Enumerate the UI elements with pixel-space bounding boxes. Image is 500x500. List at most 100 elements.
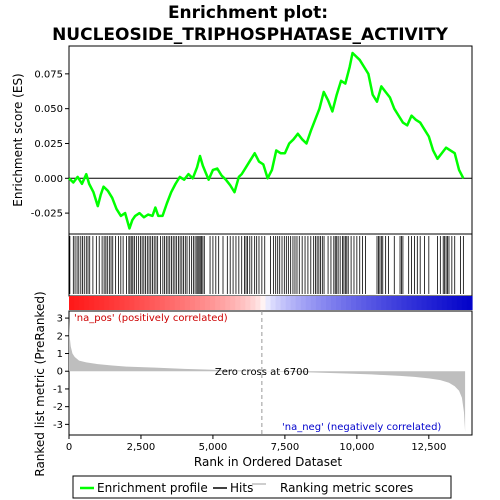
neg-correlated-label: 'na_neg' (negatively correlated) xyxy=(282,422,441,433)
rank-color-cell xyxy=(456,296,463,310)
rank-color-cell xyxy=(255,296,262,310)
legend-frame xyxy=(72,475,452,499)
rank-color-cell xyxy=(466,296,473,310)
rank-color-cell xyxy=(164,296,171,310)
rank-color-cell xyxy=(305,296,312,310)
rank-ytick-label: 1 xyxy=(57,349,63,360)
rank-yticks: 3 2 1 0 -1 -2 -3 xyxy=(53,314,69,431)
rank-xtick-label: 2,500 xyxy=(127,442,156,453)
rank-color-cell xyxy=(406,296,413,310)
es-ytick-label: 0.050 xyxy=(34,104,63,115)
rank-color-cell xyxy=(179,296,186,310)
es-panel: 0.075 0.050 0.025 0.000 -0.025 Enrichment sc… xyxy=(11,45,473,235)
hits-panel xyxy=(68,233,473,310)
rank-color-cell xyxy=(416,296,423,310)
rank-color-cell xyxy=(356,296,362,310)
rank-color-cell xyxy=(89,296,95,310)
rank-color-cell xyxy=(124,296,131,310)
legend-enrichment-label: Enrichment profile xyxy=(97,481,208,495)
rank-color-cell xyxy=(285,296,292,310)
rank-color-cell xyxy=(325,296,332,310)
rank-color-cell xyxy=(99,296,105,310)
rank-color-cell xyxy=(381,296,387,310)
rank-ytick-label: -2 xyxy=(53,402,63,413)
rank-color-cell xyxy=(451,296,458,310)
rank-xtick-label: 0 xyxy=(66,442,72,453)
legend-hits-label: Hits xyxy=(230,481,253,495)
rank-color-cell xyxy=(194,296,201,310)
rank-color-cell xyxy=(114,296,120,310)
rank-color-cell xyxy=(346,296,352,310)
rank-color-cell xyxy=(260,296,267,310)
rank-color-cell xyxy=(94,296,100,310)
chart-title-line2: NUCLEOSIDE_TRIPHOSPHATASE_ACTIVITY xyxy=(52,25,449,45)
rank-color-cell xyxy=(330,296,337,310)
rank-color-cell xyxy=(366,296,372,310)
rank-ytick-label: 2 xyxy=(57,331,63,342)
rank-color-cell xyxy=(431,296,438,310)
rank-color-cell xyxy=(386,296,392,310)
rank-color-cell xyxy=(235,296,241,310)
rank-color-cell xyxy=(149,296,156,310)
rank-ytick-label: -3 xyxy=(53,420,63,431)
rank-color-cell xyxy=(109,296,115,310)
rank-color-cell xyxy=(134,296,141,310)
rank-color-cell xyxy=(74,296,80,310)
rank-color-cell xyxy=(144,296,151,310)
rank-color-cell xyxy=(320,296,327,310)
rank-color-cell xyxy=(159,296,166,310)
rank-color-cell xyxy=(270,296,277,310)
chart-title-line1: Enrichment plot: xyxy=(168,3,328,23)
rank-color-cell xyxy=(411,296,418,310)
rank-xtick-label: 7,500 xyxy=(271,442,300,453)
rank-xtick-label: 12,500 xyxy=(411,442,446,453)
es-ytick-label: 0.000 xyxy=(34,174,63,185)
rank-color-cell xyxy=(376,296,382,310)
rank-color-cell xyxy=(361,296,367,310)
legend-metric-label: Ranking metric scores xyxy=(280,481,413,495)
rank-color-cell xyxy=(371,296,377,310)
rank-color-cell xyxy=(220,296,226,310)
rank-ytick-label: -1 xyxy=(53,384,63,395)
rank-color-cell xyxy=(199,296,206,310)
rank-color-cell xyxy=(315,296,322,310)
ranking-panel: Zero cross at 6700 'na_pos' (positively … xyxy=(33,291,473,477)
rank-color-cell xyxy=(280,296,287,310)
rank-color-cell xyxy=(250,296,256,310)
rank-color-cell xyxy=(205,296,211,310)
es-panel-frame xyxy=(68,45,473,235)
rank-color-cell xyxy=(290,296,297,310)
rank-color-cell xyxy=(461,296,468,310)
rank-ytick-label: 3 xyxy=(57,314,63,325)
rank-color-cell xyxy=(441,296,448,310)
rank-color-cell xyxy=(426,296,433,310)
rank-color-bar xyxy=(69,296,473,310)
rank-ylabel: Ranked list metric (PreRanked) xyxy=(33,291,47,476)
rank-color-cell xyxy=(189,296,196,310)
rank-color-cell xyxy=(436,296,443,310)
rank-color-cell xyxy=(351,296,357,310)
rank-color-cell xyxy=(169,296,176,310)
rank-color-cell xyxy=(310,296,317,310)
rank-color-cell xyxy=(174,296,181,310)
rank-color-cell xyxy=(245,296,251,310)
rank-color-cell xyxy=(119,296,126,310)
hits-group xyxy=(69,236,464,294)
enrichment-profile-line xyxy=(68,51,465,230)
rank-color-cell xyxy=(139,296,146,310)
rank-xticks: 0 2,500 5,000 7,500 10,000 12,500 xyxy=(66,435,446,453)
rank-color-cell xyxy=(446,296,453,310)
rank-color-cell xyxy=(69,296,75,310)
rank-color-cell xyxy=(84,296,90,310)
es-ytick-label: 0.075 xyxy=(34,69,63,80)
rank-color-cell xyxy=(79,296,85,310)
rank-ytick-label: 0 xyxy=(57,367,63,378)
rank-color-cell xyxy=(335,296,342,310)
rank-xtick-label: 10,000 xyxy=(339,442,374,453)
rank-color-cell xyxy=(341,296,347,310)
rank-color-cell xyxy=(300,296,307,310)
rank-color-cell xyxy=(240,296,246,310)
rank-color-cell xyxy=(215,296,221,310)
rank-color-cell xyxy=(225,296,231,310)
es-ytick-label: -0.025 xyxy=(31,209,63,220)
